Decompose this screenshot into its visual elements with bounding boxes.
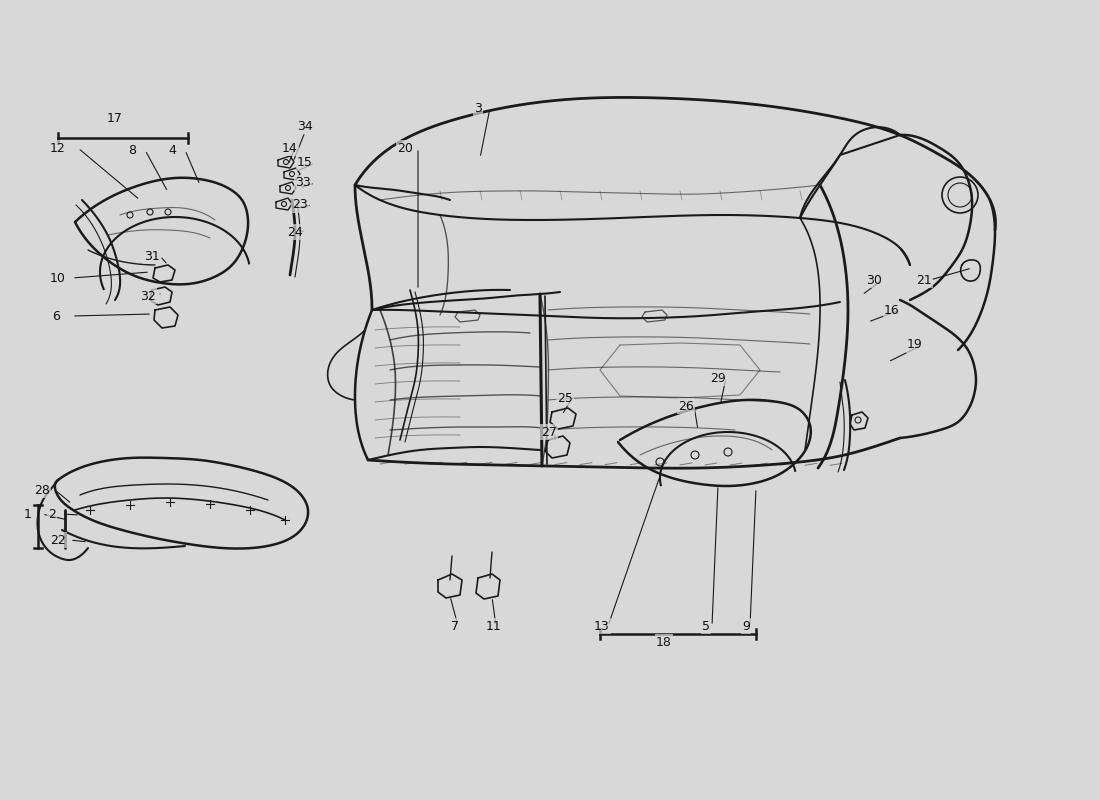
Text: 16: 16 — [884, 303, 900, 317]
Text: 21: 21 — [916, 274, 932, 286]
Text: 28: 28 — [34, 483, 50, 497]
Text: 31: 31 — [144, 250, 159, 262]
Text: 32: 32 — [140, 290, 156, 302]
Text: 25: 25 — [557, 391, 573, 405]
Text: 4: 4 — [168, 143, 176, 157]
Text: 33: 33 — [295, 177, 311, 190]
Text: 27: 27 — [541, 426, 557, 438]
Text: 19: 19 — [908, 338, 923, 351]
Text: 5: 5 — [702, 619, 710, 633]
Text: 22: 22 — [51, 534, 66, 546]
Text: 8: 8 — [128, 143, 136, 157]
Text: 17: 17 — [107, 111, 123, 125]
Text: 1: 1 — [24, 507, 32, 521]
Text: 29: 29 — [711, 371, 726, 385]
Text: 26: 26 — [678, 399, 694, 413]
Text: 9: 9 — [742, 619, 750, 633]
Text: 7: 7 — [451, 619, 459, 633]
Text: 24: 24 — [287, 226, 303, 238]
Text: 11: 11 — [486, 619, 502, 633]
Text: 12: 12 — [51, 142, 66, 154]
Text: 18: 18 — [656, 635, 672, 649]
Text: 13: 13 — [594, 619, 609, 633]
Text: 15: 15 — [297, 157, 312, 170]
Text: 34: 34 — [297, 119, 312, 133]
Text: 6: 6 — [52, 310, 59, 322]
Text: 20: 20 — [397, 142, 412, 154]
Text: 2: 2 — [48, 507, 56, 521]
Text: 3: 3 — [474, 102, 482, 114]
Text: 30: 30 — [866, 274, 882, 286]
Text: 23: 23 — [293, 198, 308, 211]
Text: 10: 10 — [51, 271, 66, 285]
Text: 14: 14 — [282, 142, 298, 154]
